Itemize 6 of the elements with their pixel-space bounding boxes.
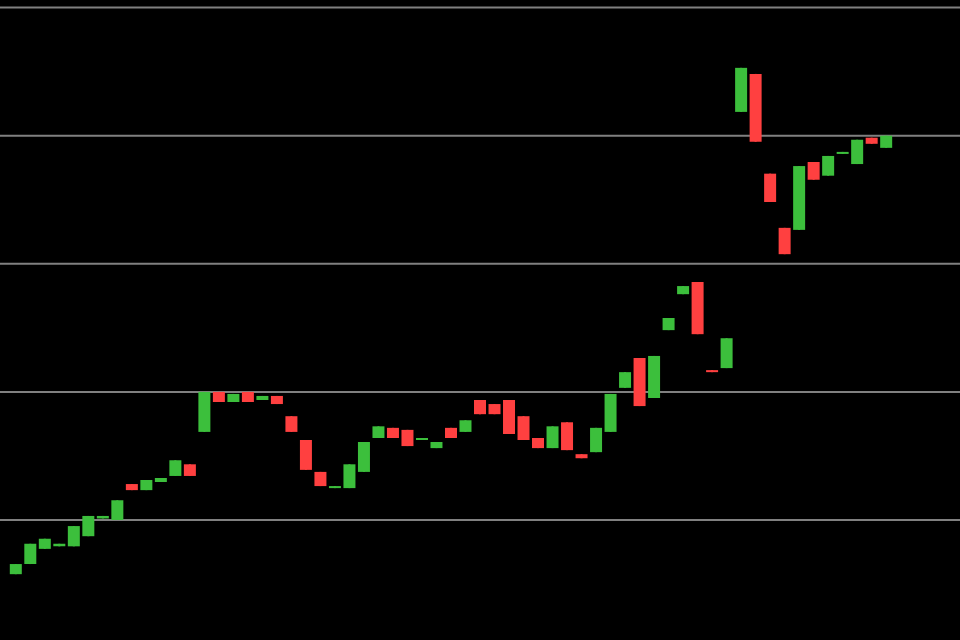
candlestick xyxy=(648,354,661,399)
candlestick xyxy=(198,390,211,433)
candlestick xyxy=(299,439,312,471)
candlestick xyxy=(735,66,748,113)
candlestick xyxy=(561,421,574,452)
candlestick xyxy=(720,337,733,370)
